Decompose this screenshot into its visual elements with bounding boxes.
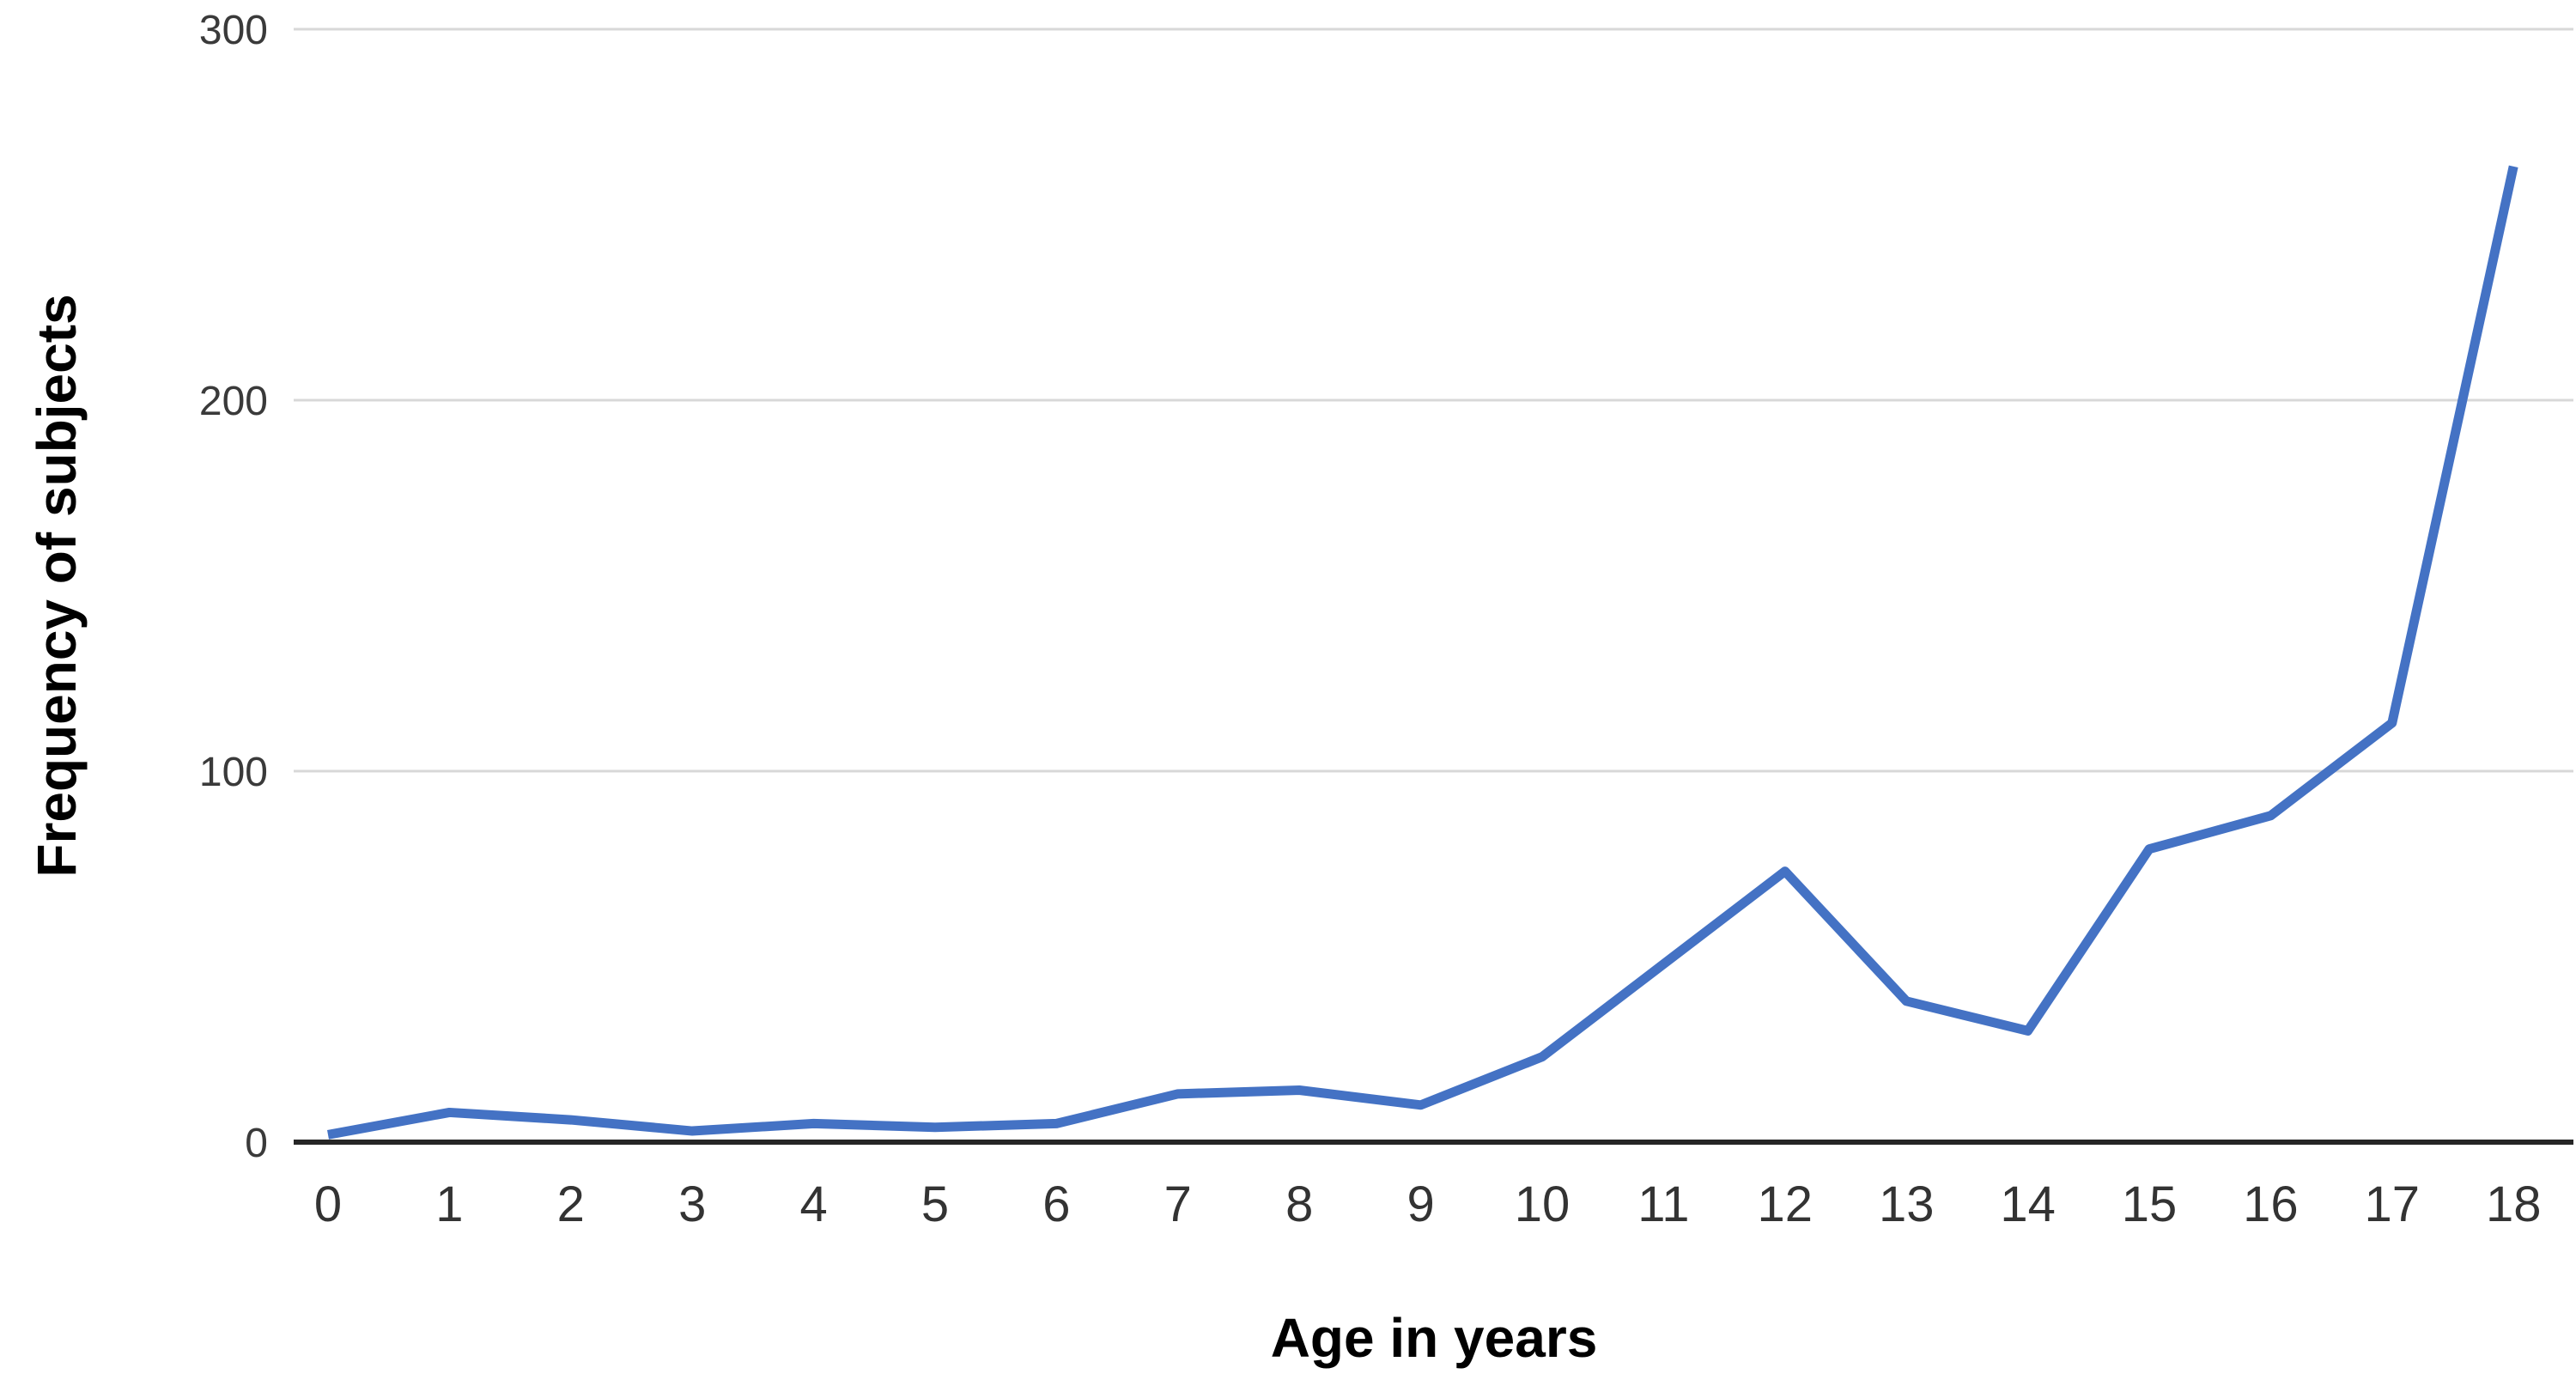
x-tick-label: 11 bbox=[1637, 1176, 1689, 1232]
y-gridlines bbox=[294, 27, 2573, 773]
x-tick-label: 2 bbox=[557, 1176, 585, 1232]
y-tick-label: 100 bbox=[199, 750, 268, 795]
x-tick-label: 3 bbox=[678, 1176, 706, 1232]
x-tick-label: 12 bbox=[1758, 1176, 1814, 1232]
x-tick-label: 15 bbox=[2122, 1176, 2178, 1232]
x-tick-label: 13 bbox=[1879, 1176, 1935, 1232]
x-tick-label: 7 bbox=[1164, 1176, 1192, 1232]
x-tick-label: 9 bbox=[1406, 1176, 1434, 1232]
y-tick-label: 200 bbox=[199, 379, 268, 424]
frequency-line-series bbox=[327, 165, 2518, 1140]
x-tick-label: 6 bbox=[1042, 1176, 1070, 1232]
x-tick-label: 0 bbox=[314, 1176, 342, 1232]
x-tick-label: 17 bbox=[2365, 1176, 2421, 1232]
x-tick-label: 4 bbox=[799, 1176, 827, 1232]
y-tick-label: 0 bbox=[245, 1121, 268, 1166]
x-tick-label: 14 bbox=[2000, 1176, 2056, 1232]
x-tick-label: 5 bbox=[921, 1176, 949, 1232]
x-axis-title: Age in years bbox=[1271, 1307, 1598, 1369]
x-tick-label: 18 bbox=[2486, 1176, 2542, 1232]
y-axis-title: Frequency of subjects bbox=[26, 294, 88, 877]
x-axis-tick-labels: 0 1 2 3 4 5 6 7 8 9 10 11 12 13 14 15 16 17 18 bbox=[314, 1176, 2542, 1232]
x-tick-label: 1 bbox=[435, 1176, 463, 1232]
x-tick-label: 10 bbox=[1515, 1176, 1571, 1232]
y-axis-tick-labels: 0 100 200 300 bbox=[199, 8, 268, 1166]
x-tick-label: 8 bbox=[1285, 1176, 1313, 1232]
x-tick-label: 16 bbox=[2243, 1176, 2299, 1232]
y-tick-label: 300 bbox=[199, 8, 268, 53]
